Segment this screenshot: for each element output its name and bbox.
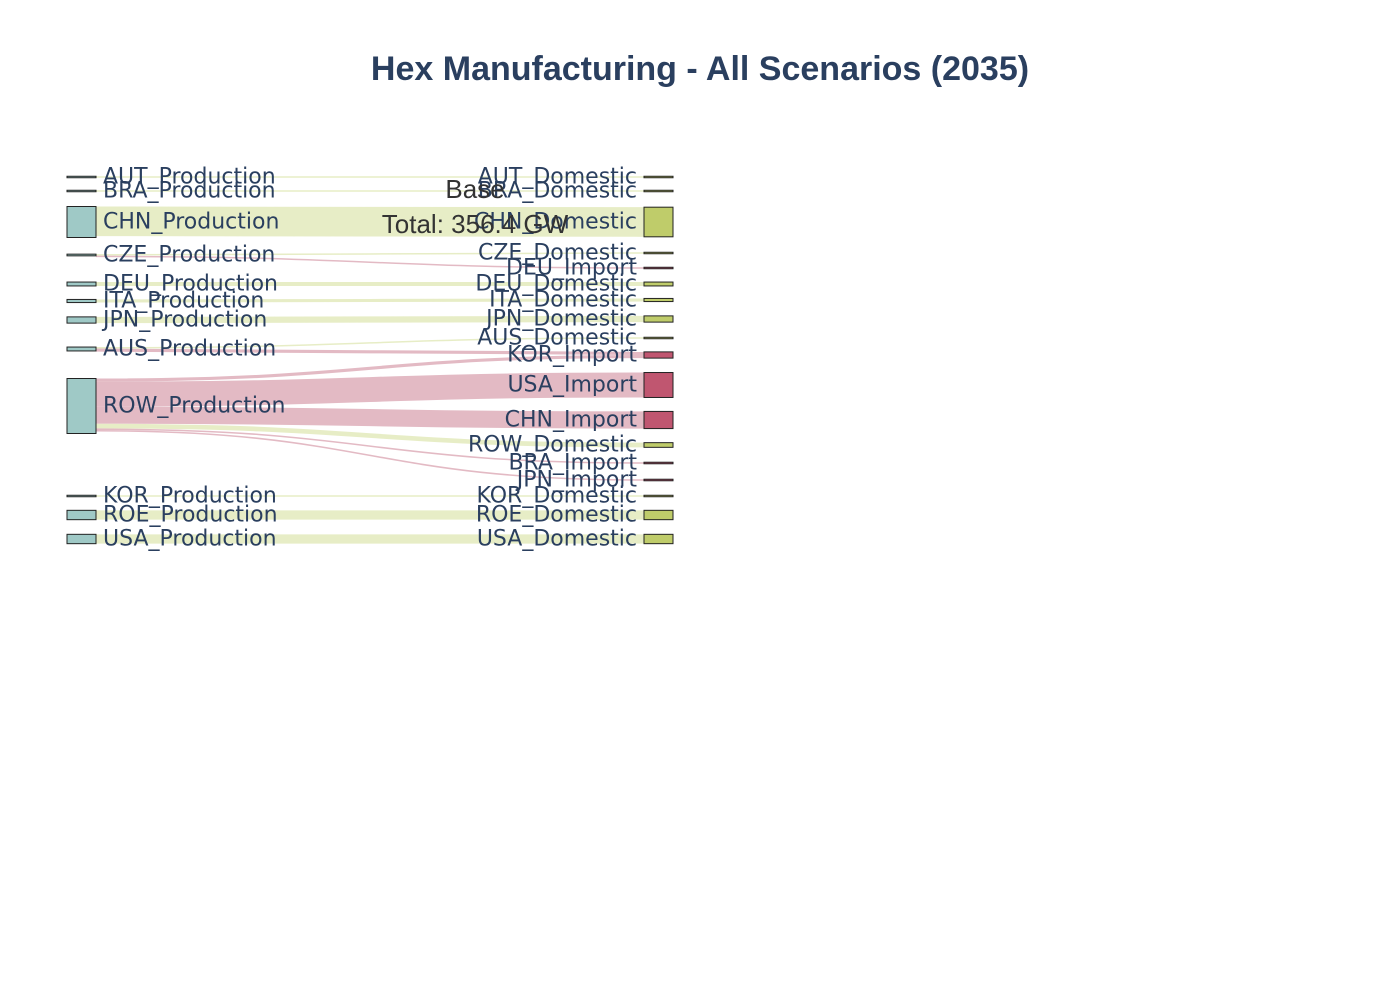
node-ROE_Production[interactable] <box>66 509 97 521</box>
node-label-CZE_Domestic: CZE_Domestic <box>478 241 637 266</box>
node-ROW_Production[interactable] <box>66 378 97 434</box>
node-label-KOR_Production: KOR_Production <box>103 484 277 509</box>
link-CZE_Production-to-CZE_Domestic[interactable] <box>95 252 645 256</box>
link-ROW_Production-to-BRA_Import[interactable] <box>95 428 645 464</box>
link-ROW_Production-to-CHN_Import[interactable] <box>95 406 645 429</box>
link-ROW_Production-to-KOR_Import[interactable] <box>95 355 645 382</box>
node-label-CZE_Production: CZE_Production <box>103 243 275 268</box>
node-label-CHN_Production: CHN_Production <box>103 210 279 235</box>
link-ROW_Production-to-ROW_Domestic[interactable] <box>95 423 645 448</box>
link-ITA_Production-to-ITA_Domestic[interactable] <box>95 298 645 303</box>
node-label-ROE_Domestic: ROE_Domestic <box>476 503 637 528</box>
node-label-DEU_Production: DEU_Production <box>103 272 278 297</box>
node-USA_Domestic[interactable] <box>643 533 674 545</box>
node-AUS_Production[interactable] <box>66 346 97 352</box>
node-USA_Production[interactable] <box>66 533 97 545</box>
node-CZE_Production[interactable] <box>66 253 97 257</box>
node-label-BRA_Domestic: BRA_Domestic <box>478 179 637 204</box>
node-label-KOR_Import: KOR_Import <box>507 343 637 368</box>
node-DEU_Domestic[interactable] <box>643 281 674 287</box>
node-BRA_Domestic[interactable] <box>643 189 674 193</box>
node-USA_Import[interactable] <box>643 372 674 398</box>
node-label-AUS_Domestic: AUS_Domestic <box>477 326 637 351</box>
node-label-JPN_Domestic: JPN_Domestic <box>484 307 637 332</box>
link-AUS_Production-to-KOR_Import[interactable] <box>95 348 645 355</box>
node-label-ITA_Domestic: ITA_Domestic <box>489 288 637 313</box>
node-label-DEU_Domestic: DEU_Domestic <box>475 272 637 297</box>
link-JPN_Production-to-JPN_Domestic[interactable] <box>95 315 645 324</box>
node-AUT_Domestic[interactable] <box>643 175 674 179</box>
node-BRA_Production[interactable] <box>66 189 97 193</box>
node-label-CHN_Domestic: CHN_Domestic <box>474 210 637 235</box>
node-label-BRA_Import: BRA_Import <box>508 451 637 476</box>
node-label-JPN_Import: JPN_Import <box>515 468 638 493</box>
link-ROW_Production-to-USA_Import[interactable] <box>95 372 645 407</box>
node-label-DEU_Import: DEU_Import <box>506 256 637 281</box>
node-JPN_Domestic[interactable] <box>643 315 674 323</box>
node-DEU_Import[interactable] <box>643 266 674 270</box>
node-KOR_Domestic[interactable] <box>643 494 674 498</box>
node-label-AUS_Production: AUS_Production <box>103 337 276 362</box>
link-CHN_Production-to-CHN_Domestic[interactable] <box>95 206 645 237</box>
chart-title: Hex Manufacturing - All Scenarios (2035) <box>371 50 1029 88</box>
node-JPN_Production[interactable] <box>66 316 97 324</box>
node-ROE_Domestic[interactable] <box>643 509 674 521</box>
node-CZE_Domestic[interactable] <box>643 251 674 255</box>
sankey-links <box>95 176 645 544</box>
scenario-annotation: Base <box>445 174 504 204</box>
node-label-USA_Production: USA_Production <box>103 527 277 552</box>
node-DEU_Production[interactable] <box>66 281 97 287</box>
node-CHN_Production[interactable] <box>66 206 97 238</box>
node-BRA_Import[interactable] <box>643 461 674 465</box>
node-CHN_Import[interactable] <box>643 410 674 430</box>
node-label-ROW_Domestic: ROW_Domestic <box>468 433 637 458</box>
node-AUS_Domestic[interactable] <box>643 336 674 340</box>
node-label-AUT_Production: AUT_Production <box>103 165 276 190</box>
node-JPN_Import[interactable] <box>643 478 674 482</box>
node-ITA_Domestic[interactable] <box>643 297 674 303</box>
total-annotation: Total: 356.4 GW <box>382 209 569 239</box>
node-label-ROE_Production: ROE_Production <box>103 503 278 528</box>
node-AUT_Production[interactable] <box>66 175 97 179</box>
node-label-ROW_Production: ROW_Production <box>103 394 285 419</box>
node-KOR_Production[interactable] <box>66 494 97 498</box>
node-KOR_Import[interactable] <box>643 351 674 359</box>
node-label-USA_Import: USA_Import <box>507 373 637 398</box>
sankey-nodes <box>66 175 674 545</box>
node-ROW_Domestic[interactable] <box>643 442 674 448</box>
node-label-USA_Domestic: USA_Domestic <box>477 527 637 552</box>
node-label-BRA_Production: BRA_Production <box>103 179 276 204</box>
node-label-JPN_Production: JPN_Production <box>101 308 267 333</box>
node-ITA_Production[interactable] <box>66 298 97 304</box>
node-label-AUT_Domestic: AUT_Domestic <box>478 165 637 190</box>
node-label-KOR_Domestic: KOR_Domestic <box>477 484 638 509</box>
link-CZE_Production-to-DEU_Import[interactable] <box>95 255 645 269</box>
node-CHN_Domestic[interactable] <box>643 206 674 238</box>
node-label-ITA_Production: ITA_Production <box>103 289 264 314</box>
node-label-CHN_Import: CHN_Import <box>505 408 638 433</box>
link-AUS_Production-to-AUS_Domestic[interactable] <box>95 337 645 349</box>
link-ROW_Production-to-JPN_Import[interactable] <box>95 429 645 481</box>
